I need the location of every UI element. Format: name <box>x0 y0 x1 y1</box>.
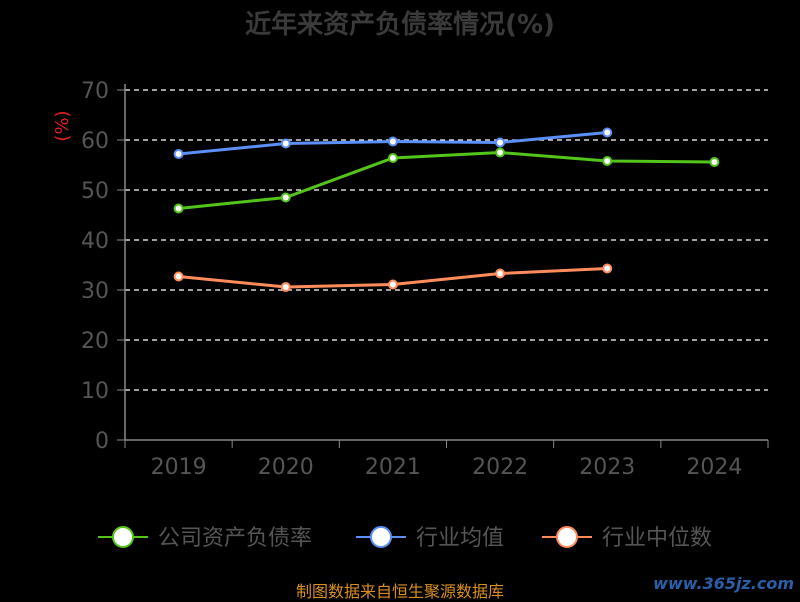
y-tick-label: 40 <box>81 229 109 254</box>
x-tick-label: 2019 <box>151 455 207 480</box>
footer-source: 制图数据来自恒生聚源数据库 <box>295 582 504 601</box>
data-point <box>709 157 720 167</box>
data-point <box>280 282 291 292</box>
y-axis-label: (%) <box>52 110 73 141</box>
x-tick-label: 2022 <box>472 455 528 480</box>
data-point <box>173 149 184 159</box>
data-point <box>387 136 398 147</box>
data-point <box>495 147 506 158</box>
legend-label: 公司资产负债率 <box>158 526 312 551</box>
data-point <box>387 279 398 290</box>
legend-label: 行业中位数 <box>602 526 712 551</box>
data-point <box>280 192 291 203</box>
y-tick-label: 0 <box>95 429 109 454</box>
y-tick-label: 10 <box>81 379 109 404</box>
y-tick-label: 30 <box>81 279 109 304</box>
data-point <box>602 156 613 166</box>
data-point <box>173 271 184 282</box>
legend-marker <box>112 526 134 548</box>
data-point <box>602 263 613 274</box>
data-point <box>173 203 184 214</box>
chart-title: 近年来资产负债率情况(%) <box>245 10 555 40</box>
series-line <box>178 151 715 210</box>
data-point <box>495 268 506 279</box>
x-tick-label: 2023 <box>579 455 635 480</box>
y-tick-label: 60 <box>81 129 109 154</box>
data-point <box>495 137 506 148</box>
legend-marker <box>370 526 392 548</box>
y-tick-label: 50 <box>81 179 109 204</box>
x-tick-label: 2020 <box>258 455 314 480</box>
watermark: www.365jz.com <box>653 574 794 593</box>
y-tick-label: 20 <box>81 329 109 354</box>
x-tick-label: 2021 <box>365 455 421 480</box>
x-tick-label: 2024 <box>686 455 742 480</box>
legend-marker <box>556 526 578 548</box>
data-point <box>280 138 291 149</box>
legend-label: 行业均值 <box>416 526 504 551</box>
data-point <box>602 127 613 138</box>
y-tick-label: 70 <box>81 79 109 104</box>
data-point <box>387 153 398 163</box>
